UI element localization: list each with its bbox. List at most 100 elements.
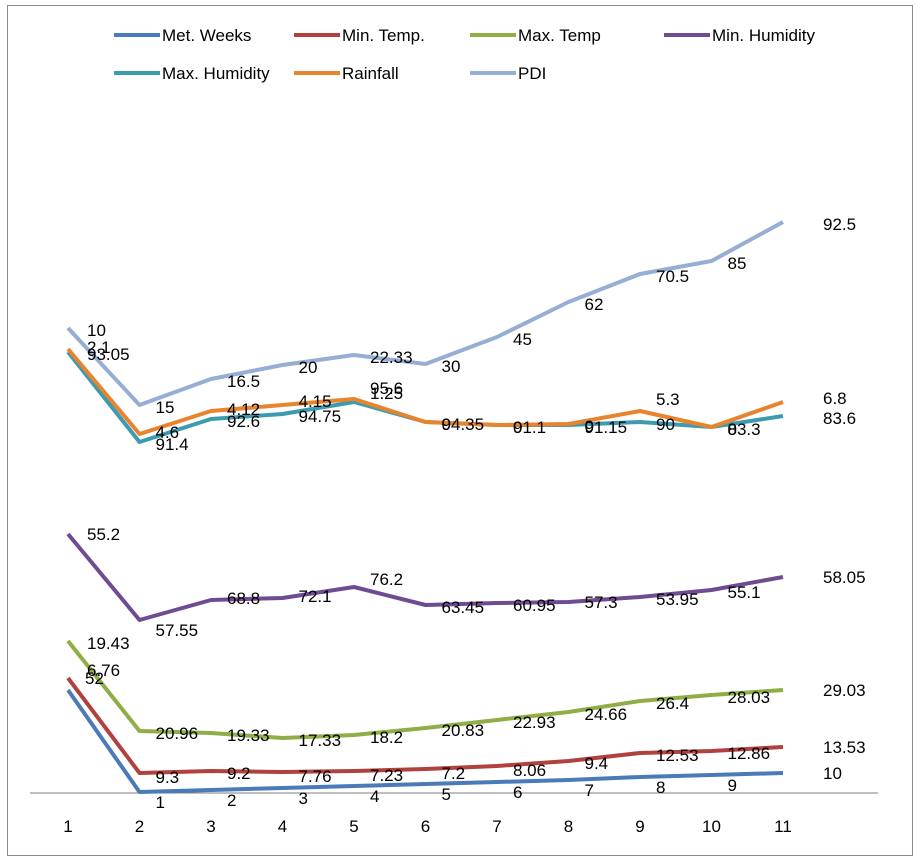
data-label: 4.15 — [299, 392, 332, 411]
series-line-pdi — [66, 220, 784, 407]
data-label: 57.3 — [585, 593, 618, 612]
data-label: 22.33 — [370, 348, 413, 367]
x-tick-label: 2 — [135, 817, 144, 836]
data-label: 83.3 — [728, 420, 761, 439]
legend-label: Max. Temp — [518, 26, 601, 45]
data-label: 2.1 — [87, 338, 111, 357]
data-label: 8 — [656, 778, 665, 797]
data-label: 17.33 — [299, 731, 342, 750]
data-label: 55.2 — [87, 525, 120, 544]
data-label: 4.12 — [227, 400, 260, 419]
legend-label: Max. Humidity — [162, 64, 270, 83]
legend-label: Met. Weeks — [162, 26, 251, 45]
x-tick-label: 5 — [349, 817, 358, 836]
x-tick-label: 6 — [421, 817, 430, 836]
data-label: 12.86 — [728, 744, 771, 763]
data-label: 13.53 — [823, 738, 866, 757]
data-label: 28.03 — [728, 688, 771, 707]
data-label: 8.06 — [513, 761, 546, 780]
data-label: 0 — [513, 418, 522, 437]
data-label: 3 — [299, 789, 308, 808]
data-label: 15 — [156, 398, 175, 417]
x-tick-label: 7 — [492, 817, 501, 836]
x-axis: 1 2 3 4 5 6 7 8 9 10 11 — [30, 792, 878, 836]
legend: Met. Weeks Min. Temp. Max. Temp Min. Humidi… — [114, 26, 815, 83]
data-label: 22.93 — [513, 713, 556, 732]
data-label: 19.43 — [87, 634, 130, 653]
data-label: 85 — [728, 254, 747, 273]
data-label: 52 — [85, 669, 104, 688]
data-label: 20.83 — [442, 721, 485, 740]
data-label: 63.45 — [442, 598, 485, 617]
data-label: 1 — [156, 793, 165, 812]
data-label: 93.05 — [87, 345, 130, 364]
data-label: 62 — [585, 295, 604, 314]
data-label: 9 — [728, 776, 737, 795]
data-label: 6 — [513, 783, 522, 802]
data-label: 0 — [585, 417, 594, 436]
data-label: 30 — [442, 357, 461, 376]
data-label: 5 — [442, 785, 451, 804]
data-label: 10 — [823, 764, 842, 783]
data-label: 9.3 — [156, 768, 180, 787]
data-label: 68.8 — [227, 589, 260, 608]
chart-frame — [7, 5, 913, 856]
x-tick-label: 1 — [63, 817, 72, 836]
x-tick-label: 9 — [635, 817, 644, 836]
data-label: 20.96 — [156, 724, 199, 743]
series-line-max-temp — [66, 639, 784, 740]
data-label: 20 — [299, 358, 318, 377]
data-label: 9.4 — [585, 754, 609, 773]
data-label: 91.4 — [156, 435, 189, 454]
data-label: 92.5 — [823, 215, 856, 234]
data-label: 0 — [442, 415, 451, 434]
data-label: 60.95 — [513, 596, 556, 615]
data-label: 6.76 — [87, 661, 120, 680]
data-label: 7.23 — [370, 766, 403, 785]
data-label: 9.2 — [227, 764, 251, 783]
data-label: 10 — [87, 321, 106, 340]
data-label: 72.1 — [299, 587, 332, 606]
x-tick-label: 8 — [564, 817, 573, 836]
series-line-rainfall — [66, 347, 784, 436]
x-tick-label: 4 — [278, 817, 287, 836]
data-label: 70.5 — [656, 267, 689, 286]
series-line-min-humidity — [66, 532, 784, 622]
x-tick-label: 11 — [774, 817, 792, 836]
data-label: 29.03 — [823, 681, 866, 700]
data-label: 91.1 — [513, 418, 546, 437]
data-label: 83.6 — [823, 409, 856, 428]
data-label: 26.4 — [656, 694, 689, 713]
data-label: 95.6 — [370, 379, 403, 398]
data-label: 12.53 — [656, 746, 699, 765]
data-label: 53.95 — [656, 590, 699, 609]
legend-label: Min. Temp. — [342, 26, 425, 45]
data-label: 19.33 — [227, 726, 270, 745]
data-label: 55.1 — [728, 583, 761, 602]
data-label: 24.66 — [585, 705, 628, 724]
data-label: 4.6 — [156, 423, 180, 442]
data-label: 5.3 — [656, 390, 680, 409]
data-label: 18.2 — [370, 728, 403, 747]
series-line-met-weeks — [66, 688, 784, 794]
data-label: 0 — [728, 420, 737, 439]
data-label: 57.55 — [156, 621, 199, 640]
data-label: 90 — [656, 415, 675, 434]
series-lines — [66, 220, 784, 794]
data-label: 16.5 — [227, 372, 260, 391]
data-label: 92.6 — [227, 412, 260, 431]
data-label: 7 — [585, 781, 594, 800]
data-label: 6.8 — [823, 389, 847, 408]
data-label: 2 — [227, 791, 236, 810]
x-tick-label: 3 — [206, 817, 215, 836]
series-line-min-temp — [66, 676, 784, 775]
legend-label: Min. Humidity — [712, 26, 815, 45]
data-label: 76.2 — [370, 570, 403, 589]
data-label: 7.76 — [299, 767, 332, 786]
legend-label: Rainfall — [342, 64, 399, 83]
data-label: 91.15 — [585, 418, 628, 437]
data-label: 4 — [370, 787, 379, 806]
data-label: 58.05 — [823, 568, 866, 587]
